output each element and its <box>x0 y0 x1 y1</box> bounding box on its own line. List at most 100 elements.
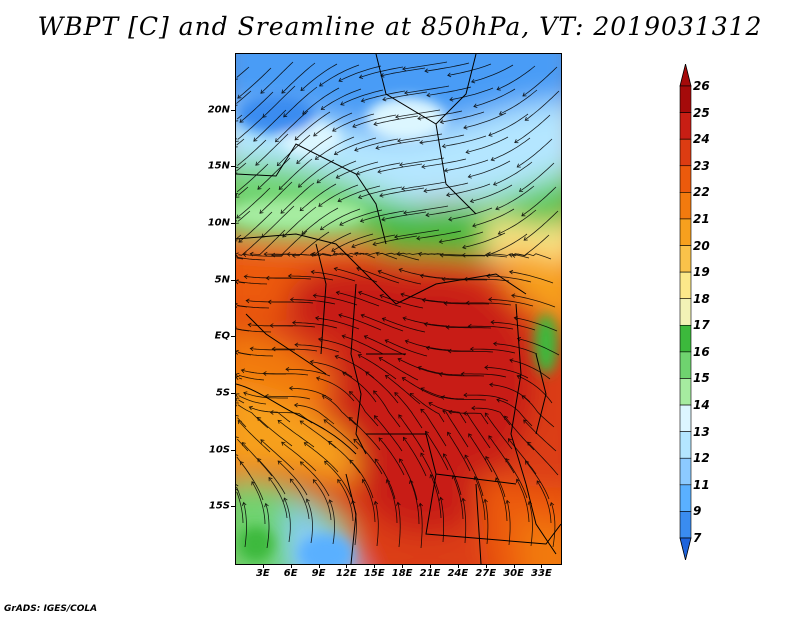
streamline <box>287 253 332 257</box>
streamline <box>488 435 515 474</box>
colorbar-level-17: 17 <box>693 318 710 333</box>
streamline-arrow <box>401 377 406 382</box>
streamline-arrow <box>496 86 501 91</box>
streamline-arrow <box>240 368 246 374</box>
streamline-arrow <box>299 207 304 212</box>
streamline-arrow <box>473 103 478 108</box>
streamline <box>511 294 556 308</box>
colorbar-level-22: 22 <box>693 185 710 200</box>
streamline <box>416 230 462 239</box>
streamline-arrow <box>236 164 239 168</box>
streamline <box>238 281 246 284</box>
streamline-arrow <box>236 104 238 106</box>
streamline <box>403 437 427 477</box>
streamline-arrow <box>521 395 526 400</box>
streamline <box>496 65 536 90</box>
streamline <box>296 135 333 164</box>
streamline-arrow <box>265 275 270 281</box>
streamline <box>236 114 243 120</box>
streamline <box>322 395 357 426</box>
streamline <box>493 161 533 186</box>
streamline-arrow <box>394 392 399 397</box>
streamline-arrow <box>236 484 239 487</box>
streamline-arrow <box>379 294 384 299</box>
streamline <box>471 64 514 83</box>
lat-tick <box>231 393 235 394</box>
streamline-arrow <box>417 115 422 121</box>
streamline-arrow <box>378 437 383 442</box>
streamline-arrow <box>399 458 404 463</box>
streamline-arrow <box>490 156 495 162</box>
streamline <box>275 110 309 143</box>
streamline-arrow <box>269 323 274 328</box>
streamline-arrow <box>333 266 338 272</box>
streamline <box>394 392 423 429</box>
streamline <box>351 234 396 248</box>
streamline-arrow <box>249 346 254 352</box>
streamline <box>237 210 251 222</box>
streamline <box>298 159 335 188</box>
streamline <box>265 395 311 400</box>
streamline-arrow <box>464 454 469 459</box>
colorbar-level-13: 13 <box>693 424 710 439</box>
streamline <box>484 499 489 545</box>
streamline <box>463 413 491 449</box>
streamline-arrow <box>236 397 240 402</box>
streamline-arrow <box>397 138 402 143</box>
streamline-arrow <box>357 354 362 359</box>
streamline <box>472 208 515 227</box>
streamline <box>420 408 447 447</box>
lon-tick <box>346 564 348 568</box>
streamline <box>509 253 552 260</box>
streamline-arrow <box>373 121 378 127</box>
streamline <box>418 253 463 256</box>
streamline-arrow <box>243 391 248 396</box>
lon-label-27e: 27E <box>475 568 497 579</box>
streamline-arrow <box>247 322 252 328</box>
streamline <box>521 395 555 428</box>
streamline-arrow <box>396 501 401 506</box>
map-panel <box>235 53 562 565</box>
colorbar-level-21: 21 <box>693 211 710 226</box>
streamline <box>358 291 402 308</box>
streamline-arrow <box>377 269 382 275</box>
streamline <box>257 157 291 190</box>
streamline-arrow <box>236 454 239 456</box>
streamline-arrow <box>332 251 337 256</box>
streamline <box>320 208 361 231</box>
streamline-arrow <box>305 498 310 503</box>
streamline-arrow <box>484 412 489 417</box>
streamline-arrow <box>488 297 493 302</box>
streamline-arrow <box>377 169 382 174</box>
streamline-arrow <box>488 132 493 137</box>
streamline <box>468 325 514 330</box>
streamline-arrow <box>352 123 357 128</box>
streamline <box>404 85 450 94</box>
streamline-arrow <box>262 113 267 118</box>
streamline-arrow <box>401 186 406 191</box>
colorbar-segment <box>679 165 692 193</box>
streamline-arrow <box>300 86 305 91</box>
streamline-arrow <box>465 300 470 306</box>
streamline-arrow <box>522 92 527 97</box>
streamline <box>420 452 440 495</box>
streamline <box>487 233 528 255</box>
streamline-arrow <box>319 226 325 231</box>
streamline <box>261 205 295 238</box>
streamline-arrow <box>400 292 405 297</box>
lon-label-6e: 6E <box>283 568 298 579</box>
streamline-arrow <box>420 452 425 457</box>
streamline <box>495 477 508 522</box>
streamline <box>236 328 272 333</box>
streamline-arrow <box>463 125 468 130</box>
streamline-arrow <box>449 97 454 102</box>
streamline-arrow <box>241 501 247 507</box>
streamline-arrow <box>451 474 457 480</box>
streamline <box>271 230 308 256</box>
lon-tick <box>485 564 487 568</box>
streamline <box>527 441 559 476</box>
streamline-arrow <box>320 105 325 110</box>
streamline-arrow <box>236 303 238 308</box>
streamline-arrow <box>242 252 247 257</box>
streamline <box>336 291 380 307</box>
